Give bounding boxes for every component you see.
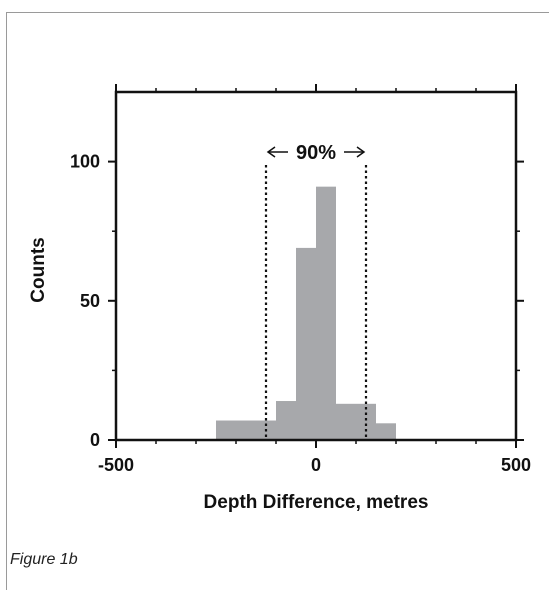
figure-frame: [6, 12, 549, 590]
histogram-bar: [376, 423, 396, 440]
histogram-bar: [216, 420, 236, 440]
histogram-chart: 90% -500 0 500 0 50 100 Depth Difference, met…: [28, 84, 531, 513]
y-tick-label: 0: [90, 430, 100, 450]
histogram-bar: [336, 403, 356, 440]
histogram-bars: [216, 186, 396, 440]
x-tick-label: 0: [311, 455, 321, 475]
y-tick-label: 50: [80, 291, 100, 311]
figure-caption: Figure 1b: [10, 551, 78, 568]
histogram-bar: [316, 186, 336, 440]
x-tick-label: -500: [98, 455, 134, 475]
histogram-bar: [276, 401, 296, 440]
interval-left-arrowhead: [266, 146, 276, 158]
histogram-bar: [296, 247, 316, 440]
interval-label: 90%: [296, 142, 336, 164]
interval-right-arrowhead: [356, 146, 366, 158]
histogram-bar: [356, 403, 376, 440]
y-axis-label: Counts: [28, 237, 49, 302]
percentile-interval: 90%: [264, 142, 368, 440]
axis-ticks: -500 0 500 0 50 100: [70, 84, 531, 475]
y-tick-label: 100: [70, 152, 100, 172]
histogram-bar: [236, 420, 256, 440]
x-tick-label: 500: [501, 455, 531, 475]
x-axis-label: Depth Difference, metres: [204, 492, 429, 513]
